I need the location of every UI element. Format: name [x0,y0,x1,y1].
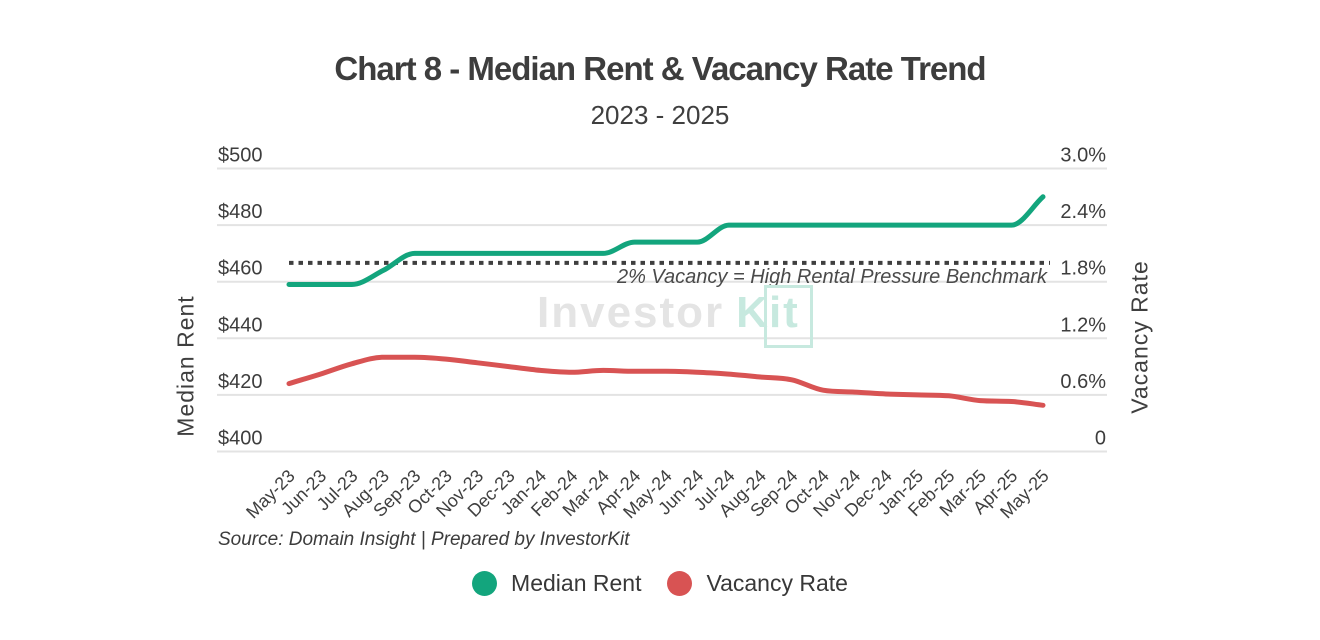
y-axis-tick-left: $420 [218,371,263,393]
y-axis-tick-left: $480 [218,201,263,223]
benchmark-annotation: 2% Vacancy = High Rental Pressure Benchm… [616,266,1047,288]
legend-item-median-rent: Median Rent [472,570,641,597]
y-axis-tick-right: 2.4% [1060,201,1106,223]
y-axis-tick-left: $500 [218,145,263,167]
y-axis-tick-right: 3.0% [1060,145,1106,167]
y-axis-tick-left: $460 [218,258,263,280]
y-axis-tick-right: 1.2% [1060,314,1106,336]
legend-item-vacancy-rate: Vacancy Rate [667,570,848,597]
y-axis-tick-right: 0 [1095,428,1106,450]
y-axis-tick-right: 1.8% [1060,258,1106,280]
chart-legend: Median Rent Vacancy Rate [0,570,1320,597]
vacancy-rate-dot-icon [667,571,693,596]
chart-subtitle: 2023 - 2025 [590,100,730,130]
chart-title: Chart 8 - Median Rent & Vacancy Rate Tre… [334,50,986,87]
y-axis-tick-left: $440 [218,314,263,336]
right-axis-title: Vacancy Rate [1126,260,1153,414]
series-line-median-rent [286,194,1046,287]
y-axis-tick-right: 0.6% [1060,371,1106,393]
legend-label-vacancy-rate: Vacancy Rate [706,570,848,596]
median-rent-dot-icon [472,571,498,596]
series-line-vacancy-rate [286,354,1046,408]
source-note: Source: Domain Insight | Prepared by Inv… [218,529,630,550]
left-axis-title: Median Rent [172,295,199,437]
legend-label-median-rent: Median Rent [511,570,642,596]
y-axis-tick-left: $400 [218,428,263,450]
